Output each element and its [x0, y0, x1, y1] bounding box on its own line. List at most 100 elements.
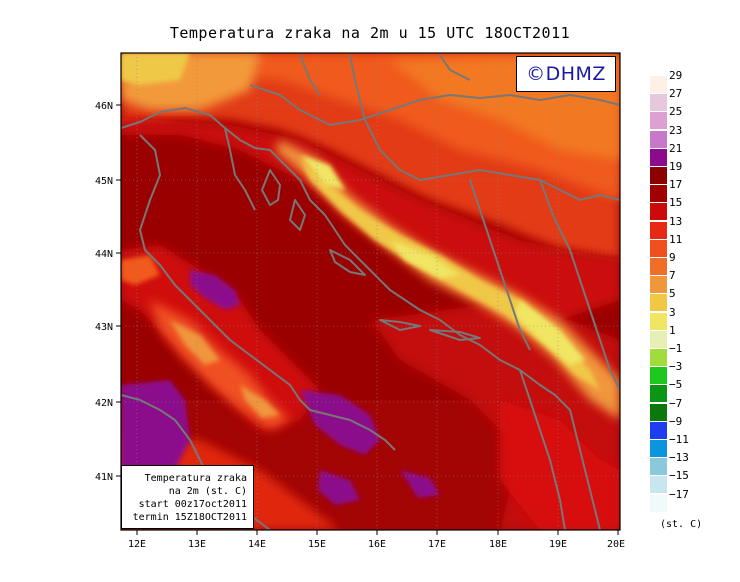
legend-item: −9 [650, 415, 730, 440]
legend-swatch [650, 421, 667, 439]
lat-label: 44N [95, 249, 113, 260]
legend-item: 11 [650, 233, 730, 258]
legend-label: 9 [669, 251, 676, 264]
legend-label: 13 [669, 214, 683, 228]
legend-swatch [650, 494, 667, 512]
legend-label: 5 [669, 287, 676, 301]
info-line: na 2m (st. C) [168, 486, 247, 497]
legend-swatch [650, 258, 667, 275]
legend-label: −13 [669, 451, 689, 465]
legend-item: 3 [650, 306, 730, 331]
legend-label: 1 [669, 323, 676, 337]
legend-item: −3 [650, 360, 730, 385]
legend-label: 25 [669, 105, 683, 119]
lon-label: 16E [368, 539, 386, 550]
legend-item: 9 [650, 251, 730, 276]
legend-item: −1 [650, 342, 730, 367]
lat-label: 43N [95, 322, 113, 333]
lon-label: 19E [549, 539, 567, 550]
legend-unit: (st. C) [660, 519, 703, 530]
legend-label: 19 [669, 160, 683, 173]
lon-label: 12E [128, 539, 146, 550]
legend-swatch [650, 276, 667, 294]
info-line: start 00z17oct2011 [138, 499, 247, 510]
legend-label: 27 [669, 87, 683, 101]
lat-labels: 46N 45N 44N 43N 42N 41N [95, 101, 113, 483]
legend-label: −15 [669, 469, 689, 483]
legend-label: 3 [669, 305, 676, 319]
legend-item: −7 [650, 397, 730, 422]
lat-label: 45N [95, 176, 113, 187]
legend-swatch [650, 294, 667, 312]
lon-label: 20E [607, 539, 625, 550]
legend-item: −15 [650, 469, 730, 494]
lon-label: 14E [248, 539, 266, 550]
lat-label: 46N [95, 101, 113, 112]
legend-label: −9 [669, 414, 683, 428]
info-box: Temperatura zraka na 2m (st. C) start 00… [121, 465, 254, 529]
map-title: Temperatura zraka na 2m u 15 UTC 18OCT20… [169, 24, 571, 42]
coastlines-borders [121, 54, 620, 530]
legend-swatch [650, 203, 667, 221]
legend-item: 7 [650, 269, 730, 294]
legend-item: 13 [650, 215, 730, 240]
lon-labels: 12E 13E 14E 15E 16E 17E 18E 19E 20E [128, 539, 625, 550]
legend-item: 27 [650, 87, 730, 112]
legend-swatch [650, 130, 667, 148]
legend-label: 29 [669, 69, 683, 82]
legend-swatch [650, 349, 667, 366]
legend-swatch [650, 403, 667, 421]
lat-label: 42N [95, 398, 113, 409]
lon-label: 17E [428, 539, 446, 550]
legend-label: 7 [669, 269, 676, 283]
legend-swatch [650, 76, 667, 93]
legend-item: 23 [650, 124, 730, 149]
legend-item: −13 [650, 451, 730, 476]
legend-swatch [650, 112, 667, 130]
legend-item: −11 [650, 433, 730, 458]
legend-swatch [650, 185, 667, 203]
legend-swatch [650, 167, 667, 184]
legend-swatch [650, 94, 667, 112]
legend-swatch [650, 458, 667, 476]
legend-label: 21 [669, 141, 683, 155]
info-line: termin 15Z18OCT2011 [132, 512, 247, 523]
legend-item: −5 [650, 378, 730, 403]
legend-swatch [650, 476, 667, 494]
legend-item: 29 [650, 69, 730, 94]
legend-swatch [650, 239, 667, 257]
legend-label: −7 [669, 396, 683, 410]
legend-label: 17 [669, 178, 683, 192]
legend-label: −11 [669, 433, 689, 446]
legend-label: −1 [669, 342, 683, 355]
lon-label: 13E [188, 539, 206, 550]
axis-ticks [116, 104, 619, 535]
legend-item: −17 [650, 488, 730, 513]
legend-swatch [650, 367, 667, 385]
legend-item: 5 [650, 287, 730, 312]
legend-swatch [650, 385, 667, 403]
lon-label: 18E [489, 539, 507, 550]
legend-item: 19 [650, 160, 730, 185]
legend-item: 21 [650, 142, 730, 167]
lat-label: 41N [95, 472, 113, 483]
legend-swatch [650, 330, 667, 348]
legend-item: 1 [650, 324, 730, 349]
temperature-field [121, 53, 620, 530]
legend-label: 23 [669, 123, 683, 137]
legend-item: 15 [650, 196, 730, 221]
legend-label: −3 [669, 360, 683, 374]
info-line: Temperatura zraka [144, 473, 247, 484]
legend-swatch [650, 221, 667, 239]
legend-item: 25 [650, 105, 730, 130]
lon-label: 15E [308, 539, 326, 550]
legend-label: −5 [669, 378, 683, 392]
legend-label: −17 [669, 487, 689, 501]
legend-label: 11 [669, 232, 683, 246]
legend-swatch [650, 440, 667, 457]
copyright-badge: ©DHMZ [516, 56, 616, 92]
legend-swatch [650, 148, 667, 166]
legend-swatch [650, 312, 667, 330]
legend-label: 15 [669, 196, 683, 210]
